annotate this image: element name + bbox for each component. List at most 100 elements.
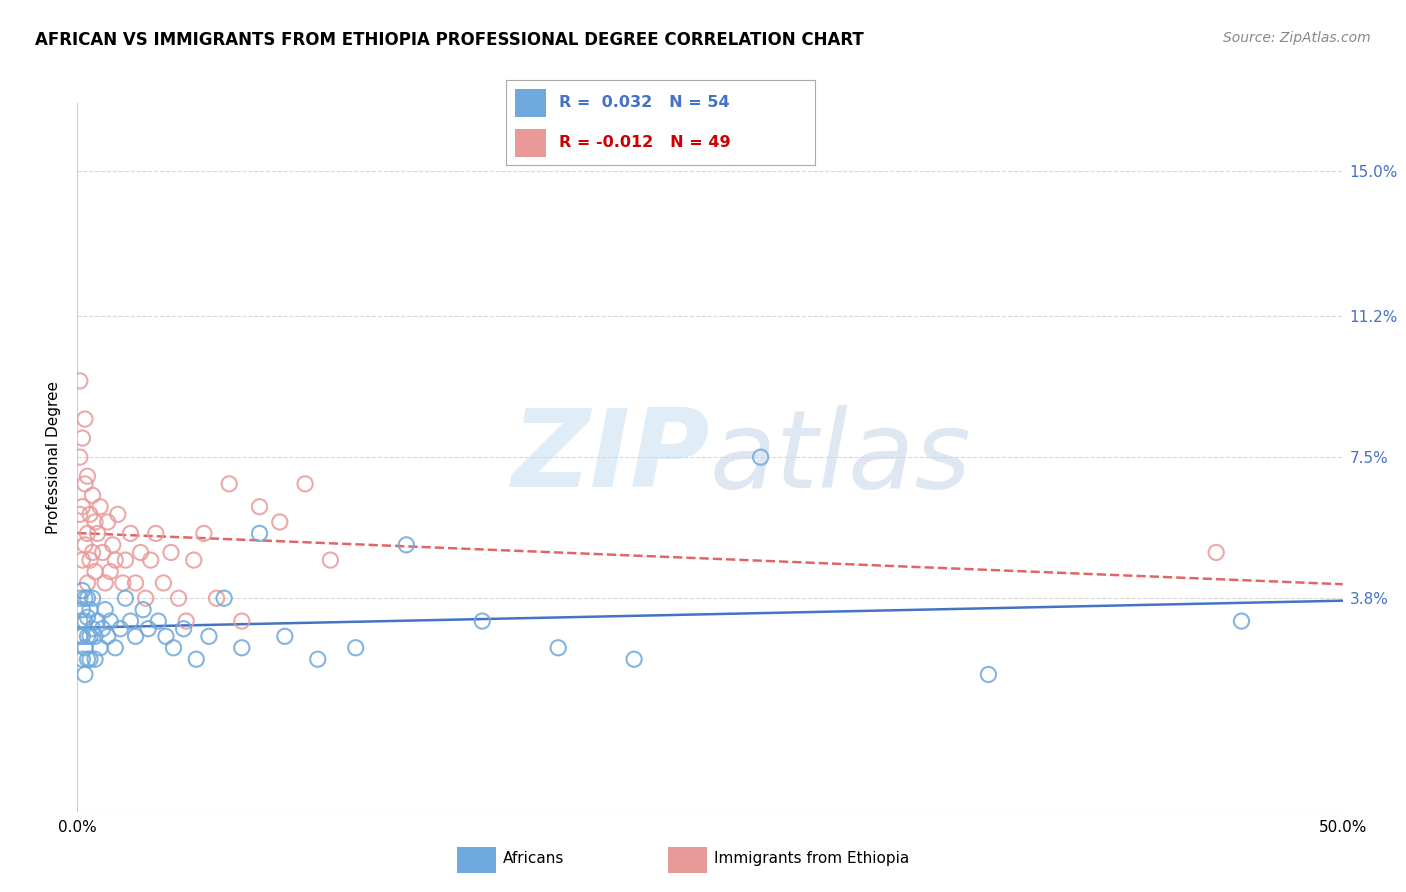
Point xyxy=(94,576,117,591)
Point xyxy=(91,622,114,636)
Point xyxy=(107,508,129,522)
Text: R =  0.032   N = 54: R = 0.032 N = 54 xyxy=(558,95,730,110)
Point xyxy=(110,622,132,636)
Point xyxy=(76,652,98,666)
Point xyxy=(69,591,91,606)
Point xyxy=(73,614,96,628)
Point xyxy=(72,500,94,514)
Point xyxy=(307,652,329,666)
Point xyxy=(977,667,1000,681)
Point xyxy=(76,469,98,483)
Point xyxy=(76,591,98,606)
Point xyxy=(135,591,157,606)
Point xyxy=(72,431,94,445)
Point xyxy=(69,508,91,522)
Point xyxy=(79,652,101,666)
Point xyxy=(82,488,104,502)
Point xyxy=(218,476,240,491)
Point xyxy=(145,526,167,541)
Point xyxy=(97,629,120,643)
Point xyxy=(114,553,136,567)
Point xyxy=(82,591,104,606)
Bar xyxy=(668,847,707,872)
Point xyxy=(167,591,190,606)
Point xyxy=(111,576,134,591)
Point xyxy=(97,515,120,529)
Text: ZIP: ZIP xyxy=(512,404,710,510)
Bar xyxy=(457,847,496,872)
Point xyxy=(114,591,136,606)
Point xyxy=(155,629,177,643)
Point xyxy=(1205,545,1227,559)
Point xyxy=(124,576,146,591)
Point xyxy=(101,538,124,552)
Point xyxy=(148,614,170,628)
Point xyxy=(395,538,418,552)
Point xyxy=(79,553,101,567)
Point xyxy=(89,640,111,655)
Point xyxy=(86,614,108,628)
Text: Africans: Africans xyxy=(503,851,564,866)
Point xyxy=(231,614,253,628)
Point xyxy=(294,476,316,491)
Point xyxy=(212,591,235,606)
Point xyxy=(174,614,197,628)
Point xyxy=(623,652,645,666)
Point xyxy=(73,667,96,681)
Point xyxy=(73,640,96,655)
Bar xyxy=(516,89,547,117)
Point xyxy=(120,526,142,541)
Point xyxy=(198,629,221,643)
Point xyxy=(89,500,111,514)
Point xyxy=(269,515,291,529)
Point xyxy=(162,640,184,655)
Point xyxy=(139,553,162,567)
Point xyxy=(82,622,104,636)
Point xyxy=(69,629,91,643)
Point xyxy=(69,450,91,465)
Point xyxy=(76,576,98,591)
Point xyxy=(69,374,91,388)
Text: Immigrants from Ethiopia: Immigrants from Ethiopia xyxy=(714,851,908,866)
Point xyxy=(72,602,94,616)
Point xyxy=(73,412,96,426)
Point xyxy=(205,591,228,606)
Text: Source: ZipAtlas.com: Source: ZipAtlas.com xyxy=(1223,31,1371,45)
Point xyxy=(231,640,253,655)
Point xyxy=(152,576,174,591)
Point xyxy=(136,622,159,636)
Point xyxy=(183,553,205,567)
Point xyxy=(79,602,101,616)
Point xyxy=(249,526,271,541)
Text: R = -0.012   N = 49: R = -0.012 N = 49 xyxy=(558,135,730,150)
Bar xyxy=(516,128,547,157)
Text: AFRICAN VS IMMIGRANTS FROM ETHIOPIA PROFESSIONAL DEGREE CORRELATION CHART: AFRICAN VS IMMIGRANTS FROM ETHIOPIA PROF… xyxy=(35,31,863,49)
Point xyxy=(160,545,183,559)
Point xyxy=(104,640,127,655)
Point xyxy=(132,602,155,616)
Point xyxy=(69,614,91,628)
Point xyxy=(72,553,94,567)
Point xyxy=(76,629,98,643)
Point xyxy=(344,640,367,655)
Point xyxy=(193,526,215,541)
Point xyxy=(72,583,94,598)
Point xyxy=(120,614,142,628)
Point xyxy=(1230,614,1253,628)
Point xyxy=(98,614,121,628)
Point xyxy=(274,629,297,643)
Point xyxy=(319,553,342,567)
Point xyxy=(104,553,127,567)
Point xyxy=(84,629,107,643)
Point xyxy=(79,508,101,522)
Point xyxy=(471,614,494,628)
Point xyxy=(249,500,271,514)
Point xyxy=(73,476,96,491)
Point xyxy=(73,591,96,606)
Point xyxy=(186,652,208,666)
Point xyxy=(76,526,98,541)
Point xyxy=(72,629,94,643)
Text: atlas: atlas xyxy=(710,405,972,509)
Point xyxy=(84,565,107,579)
Point xyxy=(73,538,96,552)
